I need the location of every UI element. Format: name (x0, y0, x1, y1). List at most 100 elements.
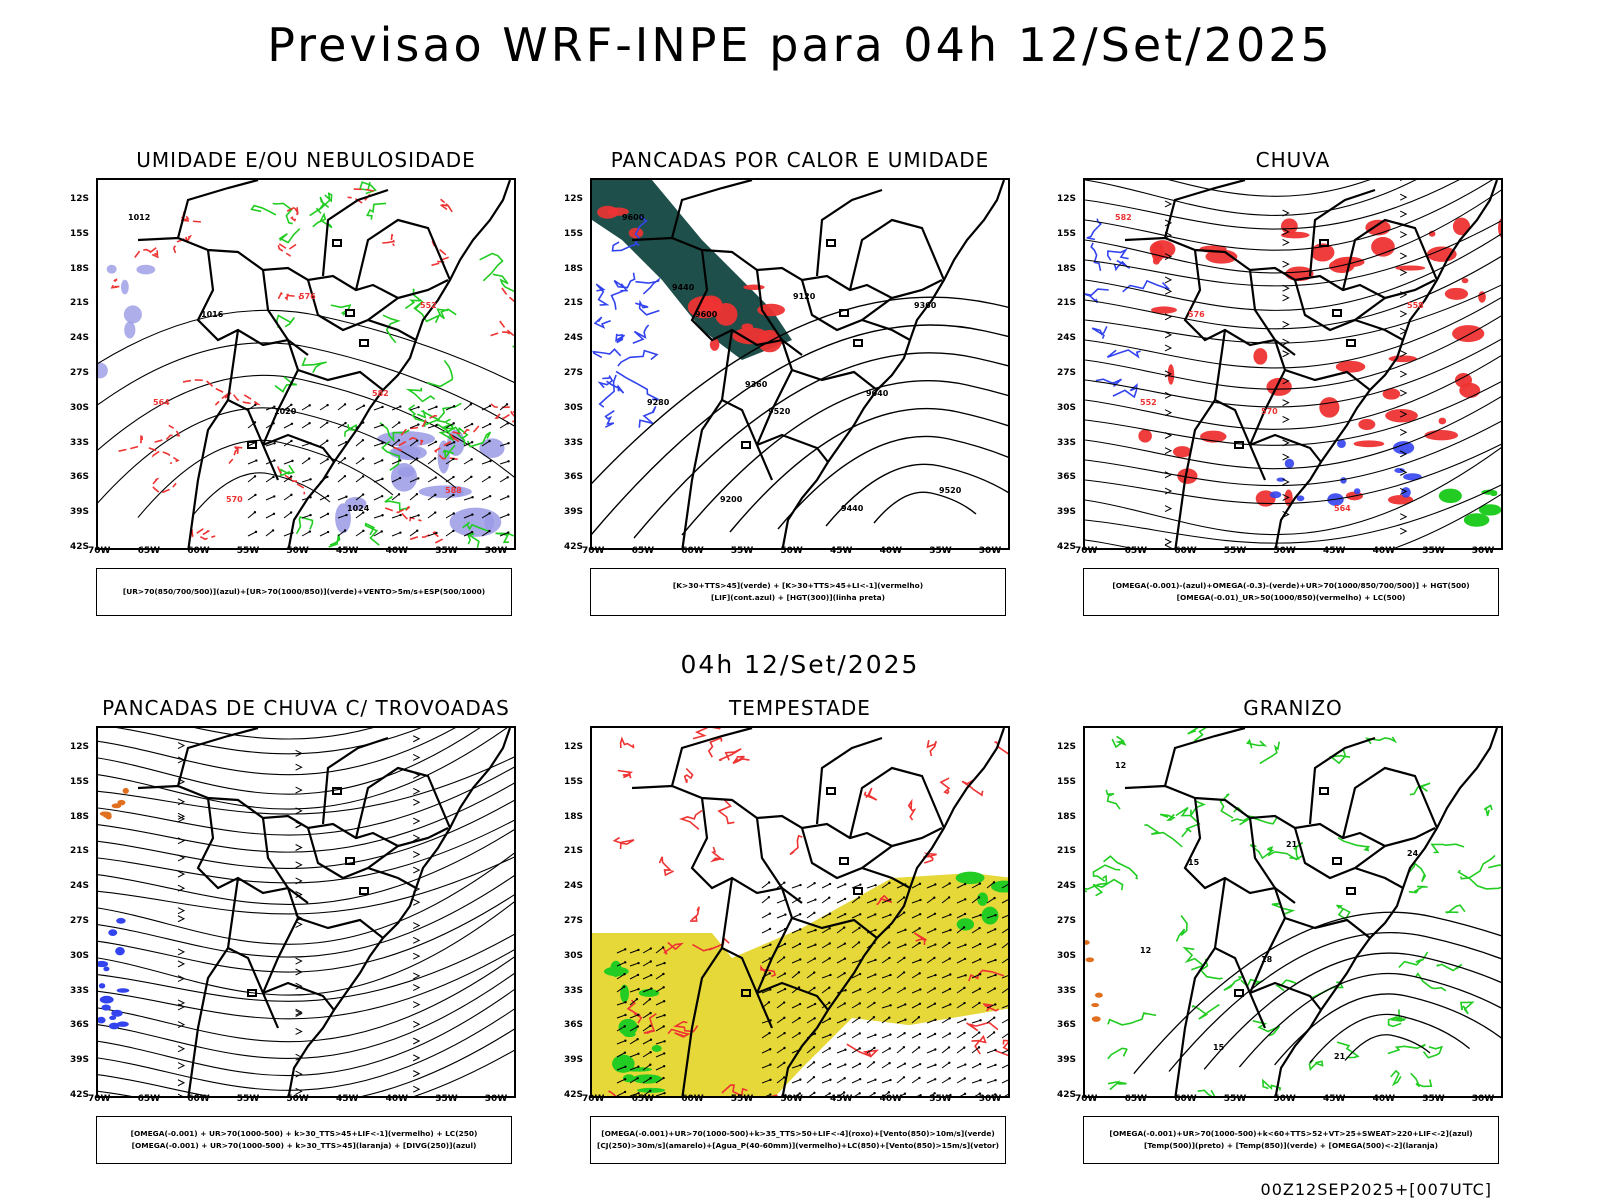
lat-tick-label: 27S (564, 368, 584, 378)
lat-tick-label: 12S (70, 742, 90, 752)
contour-label: 9440 (841, 504, 864, 513)
lat-tick-label: 15S (70, 228, 90, 239)
legend-line: [OMEGA(-0.01)_UR>50(1000/850)(vermelho) … (1176, 593, 1406, 602)
lat-tick-label: 30S (1057, 950, 1077, 961)
contour-label: 9360 (914, 301, 937, 310)
panel-title-umidade: UMIDADE E/OU NEBULOSIDADE (136, 148, 476, 172)
lat-tick-label: 21S (564, 298, 584, 309)
lat-tick-label: 39S (564, 1055, 584, 1066)
legend-line: [OMEGA(-0.001) + UR>70(1000-500) + k>30_… (130, 1129, 478, 1138)
contour-label: 12 (1140, 946, 1151, 955)
map-tempestade (590, 726, 1010, 1098)
legend-line: [K>30+TTS>45](verde) + [K>30+TTS>45+LI<-… (672, 581, 924, 590)
lat-tick-label: 30S (564, 950, 584, 961)
lon-tick-label: 60W (187, 546, 210, 556)
contour-label: 18 (1261, 955, 1273, 964)
lon-tick-label: 55W (1223, 1094, 1247, 1104)
lon-tick-label: 30W (978, 546, 1002, 556)
contour-label: 582 (372, 389, 389, 398)
lat-tick-label: 33S (70, 985, 90, 996)
lon-tick-label: 30W (1471, 546, 1495, 556)
panel-title-granizo: GRANIZO (1243, 696, 1343, 720)
lon-tick-label: 45W (336, 1094, 359, 1104)
lon-tick-label: 55W (730, 1094, 754, 1104)
contour-label: 1016 (201, 310, 224, 319)
lat-tick-label: 33S (564, 985, 584, 996)
contour-label: 564 (153, 398, 170, 407)
map-field-calor-umidade: 9600 9600 9520 9440 9360 9280 9200 9120 9040 9520… (592, 180, 1008, 548)
lon-tick-label: 30W (484, 546, 508, 556)
lon-tick-label: 50W (286, 1094, 309, 1104)
lon-tick-label: 40W (385, 1094, 409, 1104)
map-field-umidade: 1012 1016 1020 1024 552 564 570 576 582 588 (98, 180, 514, 548)
lat-tick-label: 12S (564, 742, 584, 752)
contour-label: 1024 (347, 504, 370, 513)
lat-tick-label: 21S (564, 846, 584, 857)
contour-label: 9520 (768, 407, 791, 416)
lon-tick-label: 70W (1075, 546, 1098, 556)
lat-tick-label: 15S (564, 776, 584, 787)
contour-label: 12 (1115, 761, 1126, 770)
map-calor-umidade: 9600 9600 9520 9440 9360 9280 9200 9120 9040 9520… (590, 178, 1010, 550)
lon-tick-label: 55W (236, 1094, 260, 1104)
lat-tick-label: 42S (564, 1090, 584, 1100)
contour-label: 570 (226, 495, 243, 504)
lon-tick-label: 60W (187, 1094, 210, 1104)
lat-tick-label: 36S (70, 1020, 90, 1031)
lat-tick-label: 18S (1057, 263, 1077, 274)
lon-tick-label: 45W (336, 546, 359, 556)
contour-label: 552 (1140, 398, 1157, 407)
lon-tick-label: 35W (435, 1094, 458, 1104)
legend-line: [LIF](cont.azul) + [HGT(300)](linha pret… (711, 593, 885, 602)
lat-tick-label: 12S (564, 194, 584, 204)
lon-tick-label: 60W (681, 546, 704, 556)
legend-line: [Temp(500)](preto) + [Temp(850)](verde) … (1143, 1141, 1439, 1150)
lon-tick-label: 40W (1372, 546, 1396, 556)
lat-tick-label: 27S (70, 368, 90, 378)
lon-tick-label: 55W (1223, 546, 1247, 556)
lat-tick-label: 30S (1057, 402, 1077, 413)
lat-tick-label: 18S (1057, 811, 1077, 822)
contour-label: 9600 (622, 213, 645, 222)
map-trovoadas (96, 726, 516, 1098)
lon-tick-label: 35W (435, 546, 458, 556)
lat-tick-label: 42S (1057, 542, 1077, 552)
lat-tick-label: 12S (1057, 194, 1077, 204)
lat-tick-label: 24S (564, 333, 584, 344)
contour-label: 9200 (720, 495, 743, 504)
lat-tick-label: 21S (1057, 298, 1077, 309)
contour-label: 21 (1286, 840, 1298, 849)
panel-title-tempestade: TEMPESTADE (729, 696, 871, 720)
lon-tick-label: 45W (830, 1094, 853, 1104)
lon-tick-label: 45W (830, 546, 853, 556)
lat-tick-label: 24S (70, 881, 90, 892)
lat-tick-label: 30S (70, 950, 90, 961)
lon-tick-label: 65W (631, 546, 655, 556)
lon-tick-label: 40W (879, 546, 903, 556)
lat-tick-label: 30S (564, 402, 584, 413)
contour-label: 582 (1115, 213, 1132, 222)
lon-tick-label: 45W (1323, 546, 1346, 556)
lon-tick-label: 70W (88, 1094, 111, 1104)
map-chuva: 582 576 570 564 558 552 (1083, 178, 1503, 550)
legend-calor-umidade: [K>30+TTS>45](verde) + [K>30+TTS>45+LI<-… (590, 568, 1006, 616)
main-title: Previsao WRF-INPE para 04h 12/Set/2025 (267, 18, 1333, 72)
map-granizo: 12 15 18 21 24 12 15 21 (1083, 726, 1503, 1098)
lat-tick-label: 36S (564, 1020, 584, 1031)
lon-tick-label: 65W (137, 1094, 161, 1104)
lon-tick-label: 60W (681, 1094, 704, 1104)
lat-tick-label: 27S (1057, 916, 1077, 926)
contour-label: 9600 (695, 310, 718, 319)
legend-line: [OMEGA(-0.001) + UR>70(1000-500) + k>30_… (131, 1141, 477, 1150)
lon-tick-label: 50W (780, 1094, 803, 1104)
legend-line: [UR>70(850/700/500)](azul)+[UR>70(1000/8… (122, 587, 486, 596)
lat-tick-label: 24S (1057, 333, 1077, 344)
lat-tick-label: 36S (1057, 472, 1077, 483)
lon-tick-label: 70W (88, 546, 111, 556)
legend-tempestade: [OMEGA(-0.001)+UR>70(1000-500)+k>35_TTS>… (590, 1116, 1006, 1164)
lat-tick-label: 33S (564, 437, 584, 448)
lat-tick-label: 33S (70, 437, 90, 448)
lat-tick-label: 18S (70, 811, 90, 822)
panel-title-trovoadas: PANCADAS DE CHUVA C/ TROVOADAS (102, 696, 510, 720)
lon-tick-label: 65W (1124, 546, 1148, 556)
